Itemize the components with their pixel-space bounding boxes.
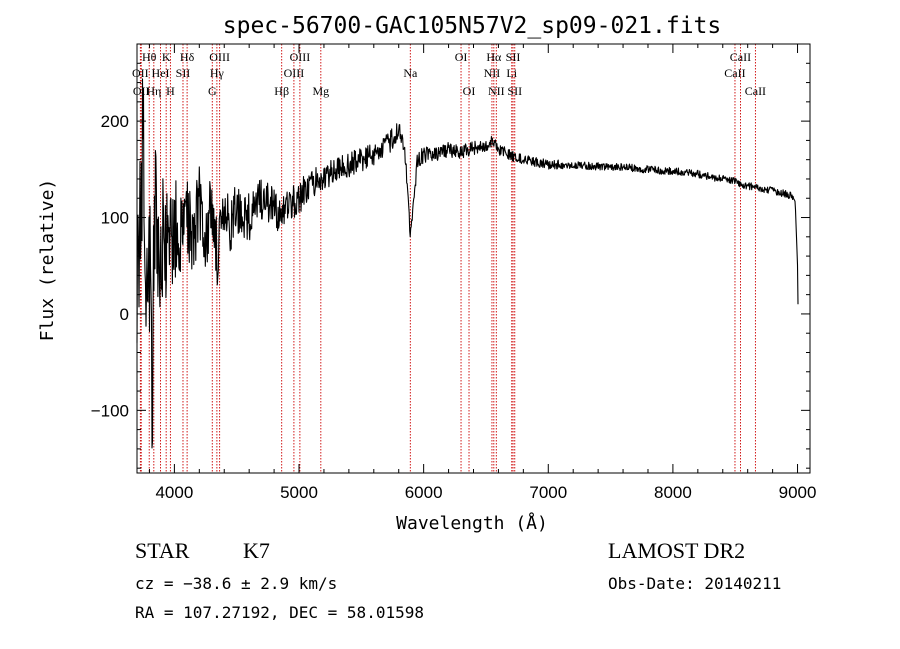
x-axis-ticks: 4000 5000 6000 7000 8000 9000: [148, 44, 817, 502]
spectral-line-label: Li: [506, 66, 517, 80]
spectral-line-label: Hη: [146, 84, 161, 98]
spectral-line-markers: [139, 44, 756, 473]
y-tick-label: −100: [91, 401, 129, 420]
observation-date: Obs-Date: 20140211: [608, 574, 782, 593]
spectral-line-label: OI: [455, 50, 468, 64]
object-class: STAR: [135, 538, 190, 563]
spectral-line-label: OIII: [209, 50, 230, 64]
spectral-line-label: SII: [506, 50, 521, 64]
x-tick-label: 5000: [280, 483, 318, 502]
spectral-line-label: H: [166, 84, 175, 98]
spectral-line-label: CaII: [724, 66, 745, 80]
x-tick-label: 9000: [779, 483, 817, 502]
x-tick-label: 8000: [654, 483, 692, 502]
chart-title: spec-56700-GAC105N57V2_sp09-021.fits: [223, 13, 722, 39]
spectral-line-label: Hδ: [180, 50, 195, 64]
y-tick-label: 100: [101, 209, 129, 228]
x-tick-label: 4000: [155, 483, 193, 502]
spectral-line-label: OIII: [284, 66, 305, 80]
spectral-line-label: OI: [463, 84, 476, 98]
coordinates: RA = 107.27192, DEC = 58.01598: [135, 603, 424, 622]
survey-name: LAMOST DR2: [608, 538, 746, 563]
spectral-line-labels: OIIOIIHθHηHeIKHSIIHδGHγOIIIHβOIIIOIIIMgN…: [132, 50, 766, 98]
redshift-value: cz = −38.6 ± 2.9 km/s: [135, 574, 338, 593]
plot-frame: [136, 43, 811, 474]
spectral-line-label: SII: [507, 84, 522, 98]
spectral-line-label: Hα: [486, 50, 502, 64]
y-tick-label: 200: [101, 112, 129, 131]
spectral-line-label: NII: [488, 84, 505, 98]
spectrum-line: [136, 78, 799, 449]
x-tick-label: 6000: [405, 483, 443, 502]
spectral-line-label: CaII: [745, 84, 766, 98]
object-subclass: K7: [243, 538, 270, 563]
spectral-line-label: CaII: [730, 50, 751, 64]
y-tick-label: 0: [120, 305, 129, 324]
spectral-line-label: Hθ: [142, 50, 157, 64]
y-axis-ticks: −100 0 100 200: [91, 62, 810, 469]
spectral-line-label: NII: [484, 66, 501, 80]
y-axis-label: Flux (relative): [37, 179, 58, 342]
spectral-line-label: HeI: [152, 66, 170, 80]
spectral-line-label: SII: [176, 66, 191, 80]
spectral-line-label: K: [162, 50, 171, 64]
spectral-line-label: Hγ: [210, 66, 225, 80]
spectral-line-label: OIII: [290, 50, 311, 64]
spectral-line-label: Mg: [312, 84, 329, 98]
spectral-line-label: G: [208, 84, 217, 98]
spectral-line-label: Hβ: [274, 84, 289, 98]
spectral-line-label: OII: [132, 66, 149, 80]
x-axis-label: Wavelength (Å): [396, 512, 548, 534]
x-tick-label: 7000: [529, 483, 567, 502]
spectral-line-label: Na: [403, 66, 418, 80]
